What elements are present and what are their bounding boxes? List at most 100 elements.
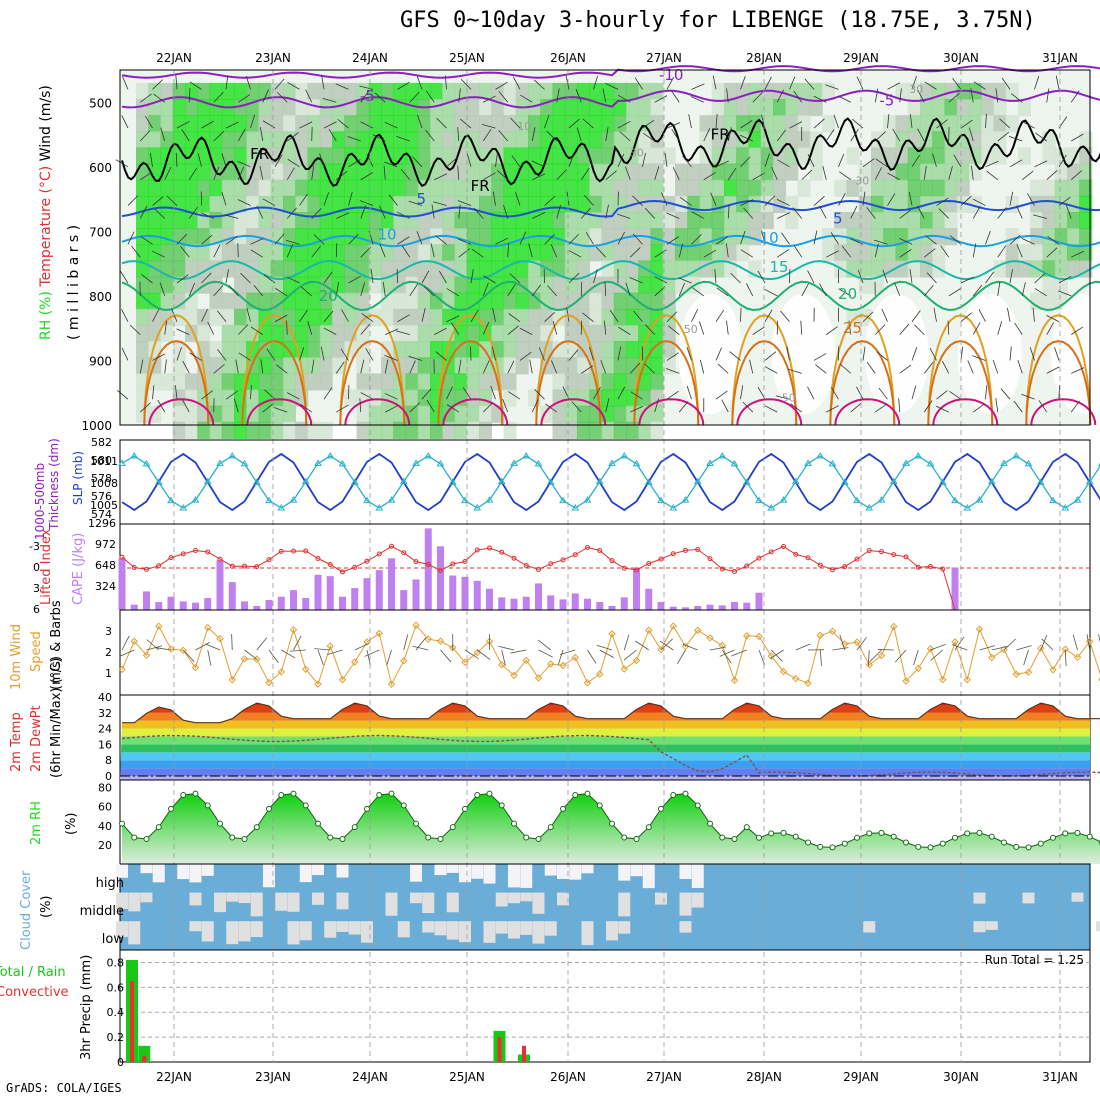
- wind-barb: [654, 249, 667, 258]
- rh-cell: [479, 147, 492, 165]
- wind-barb: [764, 351, 777, 361]
- wind-barb: [997, 321, 1003, 335]
- thickness-marker: [167, 496, 175, 504]
- rh-cell: [430, 163, 443, 181]
- wind-barb: [654, 95, 668, 103]
- wind-barb: [936, 390, 948, 400]
- rh-cell: [368, 276, 382, 294]
- lifted-tick-label: 0: [33, 561, 40, 574]
- cape-bar: [461, 576, 469, 610]
- rh-marker: [1013, 843, 1020, 850]
- wind-barb: [182, 399, 190, 413]
- wind-barb: [361, 313, 374, 323]
- rh-cell: [454, 324, 468, 343]
- rh-cell: [650, 357, 664, 375]
- thickness-marker: [632, 459, 641, 467]
- cape-bar: [951, 567, 959, 610]
- wind-barb: [586, 154, 594, 167]
- rh-cell: [381, 228, 394, 246]
- wind-barb: [438, 270, 447, 284]
- rh-cell: [405, 373, 419, 391]
- wind-barb: [305, 89, 313, 103]
- precip-tick-label: 0: [117, 1056, 124, 1069]
- cloud-clear-cell: [250, 921, 263, 937]
- cloud-clear-cell: [1096, 921, 1100, 932]
- rh-cell: [185, 212, 198, 230]
- rh-cell: [503, 115, 517, 133]
- rh-cell: [687, 228, 701, 246]
- cloud-clear-cell: [189, 921, 202, 932]
- wind-barb: [348, 275, 361, 284]
- rh-cell: [589, 131, 603, 149]
- wind-barb: [201, 272, 212, 284]
- wind-barb: [1032, 307, 1035, 322]
- rh-cell: [650, 115, 664, 133]
- rh-cell: [344, 276, 358, 294]
- convective-precip-bar: [142, 1055, 147, 1062]
- slp-ylabel: SLP (mb): [71, 451, 85, 505]
- contour-label: 50: [782, 392, 796, 405]
- rh-cell: [564, 389, 578, 407]
- thickness-marker: [706, 459, 714, 466]
- wind-barb: [600, 360, 607, 374]
- rh-cell: [466, 292, 480, 310]
- rh-cell: [454, 147, 468, 165]
- wind-barb: [1066, 205, 1072, 219]
- rh-cell: [479, 373, 492, 391]
- wind-barb: [788, 368, 802, 374]
- wind-barb: [682, 643, 698, 651]
- rh-cell: [405, 147, 419, 165]
- rh-cell: [515, 357, 529, 375]
- wind-barb: [415, 637, 427, 651]
- cape-bar: [449, 575, 457, 610]
- rh-marker: [988, 833, 995, 840]
- rh-cell: [613, 308, 627, 326]
- lifted-index-marker: [401, 550, 407, 556]
- cloud-clear-cell: [557, 864, 569, 879]
- rh-cell: [491, 82, 505, 101]
- wind-barb: [497, 170, 509, 181]
- wind-barb: [323, 310, 334, 322]
- thickness-marker: [963, 504, 972, 511]
- rh-cell: [307, 179, 321, 197]
- wind-barb: [274, 314, 288, 323]
- rh-cell: [626, 276, 639, 294]
- rh-cell: [528, 82, 541, 101]
- contour-label: FR: [471, 177, 490, 195]
- rh-cell: [956, 147, 970, 165]
- rh-cell: [650, 324, 664, 343]
- rh-cell: [479, 131, 492, 149]
- rh-cell: [589, 147, 603, 165]
- rh-cell: [381, 82, 394, 101]
- wind-barb: [274, 233, 285, 245]
- wind-barb: [617, 94, 631, 103]
- lifted-index-marker: [891, 552, 897, 558]
- precip-legend-total: Total / Rain: [0, 965, 66, 980]
- wind-barb: [659, 640, 674, 651]
- cape-bar: [743, 602, 751, 610]
- rh-cell: [969, 99, 982, 117]
- rh-cell: [442, 292, 456, 310]
- rh-cell: [344, 131, 358, 149]
- rh-cell: [883, 131, 897, 149]
- thickness-marker: [216, 459, 224, 466]
- wind-barb: [899, 249, 912, 258]
- rh-cell: [356, 179, 370, 197]
- rh-cell: [466, 324, 480, 343]
- cloud-clear-cell: [446, 864, 459, 873]
- wind-barb: [446, 288, 459, 297]
- cape-bar: [179, 601, 187, 610]
- rh-cell: [295, 324, 309, 343]
- rh-cell: [172, 405, 186, 423]
- rh-cell: [944, 115, 958, 133]
- rh-cell: [136, 212, 149, 230]
- rh-cell: [626, 99, 639, 117]
- rh-cell: [307, 82, 321, 101]
- wind-tick-label: 2: [105, 646, 112, 659]
- wind-barb: [534, 389, 545, 400]
- wind-barb: [160, 127, 166, 142]
- wind-barb: [911, 347, 918, 361]
- wind-barb: [764, 195, 776, 206]
- rh-cell: [160, 195, 174, 213]
- rh-cell: [234, 244, 247, 262]
